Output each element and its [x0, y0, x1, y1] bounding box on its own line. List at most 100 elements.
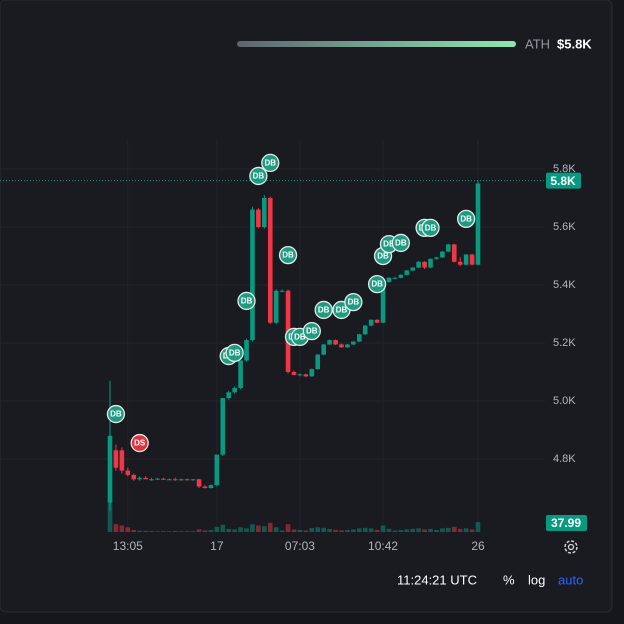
volume-bar: [155, 531, 160, 532]
trade-marker: [249, 166, 268, 186]
volume-bar: [232, 529, 237, 532]
ath-bar: [237, 41, 516, 47]
volume-bar: [475, 522, 481, 532]
volume-box: [546, 515, 587, 531]
volume-bar: [451, 526, 457, 532]
candle-body: [309, 369, 315, 377]
candle-body: [315, 354, 321, 370]
volume-bar: [428, 528, 433, 532]
log-toggle[interactable]: log: [528, 572, 545, 587]
trade-marker: [367, 274, 387, 294]
trade-marker-label: DB: [264, 159, 276, 168]
percent-toggle[interactable]: %: [503, 572, 515, 587]
y-tick-label: 5.4K: [553, 279, 576, 291]
settings-icon[interactable]: [564, 540, 578, 554]
trade-marker-label: DB: [229, 348, 241, 357]
volume-bar: [327, 528, 332, 532]
candle-body: [232, 387, 237, 393]
last-price-label: 5.8K: [550, 174, 576, 188]
candle-body: [279, 290, 285, 292]
ath-label: ATH: [525, 36, 550, 51]
time: 11:24:21 UTC: [397, 572, 477, 587]
volume-bar: [119, 525, 125, 532]
volume-bar: [386, 528, 392, 532]
candle-body: [345, 344, 350, 348]
volume-bar: [422, 529, 427, 532]
trade-marker-label: DB: [383, 240, 395, 249]
candle-body: [238, 360, 243, 388]
trade-marker: [421, 218, 440, 238]
volume-bar: [208, 529, 214, 532]
candle-body: [434, 257, 439, 259]
candle-body: [416, 261, 421, 268]
volume-bar: [392, 530, 398, 532]
candle-body: [214, 454, 220, 486]
candle-body: [131, 474, 137, 480]
candle-body: [184, 479, 190, 481]
candle-body: [190, 479, 196, 481]
volume-bar: [297, 529, 303, 532]
candle-body: [475, 183, 481, 265]
candle-body: [451, 244, 457, 262]
volume-bar: [131, 529, 137, 532]
candle-body: [155, 478, 160, 480]
volume-bar: [220, 524, 226, 532]
candle-body: [351, 341, 356, 345]
candle-body: [362, 325, 368, 335]
candle-body: [208, 485, 214, 488]
candle-body: [457, 261, 463, 265]
volume-bar: [256, 525, 261, 532]
candle-body: [339, 344, 344, 348]
trade-marker: [456, 209, 476, 229]
ath-value: $5.8K: [557, 36, 592, 51]
trade-marker: [278, 245, 298, 265]
candle-body: [386, 277, 392, 283]
y-tick-label: 5.6K: [553, 221, 576, 233]
candle-body: [256, 209, 261, 227]
y-tick-label: 5.8K: [553, 163, 576, 175]
candle-body: [440, 251, 445, 258]
candle-body: [333, 340, 338, 345]
markers: DBDSDBDBDBDBDBDBDBDBDBDBDBDBDBDBDBDBDBDB…: [106, 153, 476, 453]
volume-bar: [244, 528, 249, 532]
candle-body: [404, 270, 410, 275]
volume-bar: [184, 531, 190, 532]
volume-bar: [113, 524, 119, 532]
volume-bar: [137, 530, 142, 532]
volume-bar: [279, 530, 285, 532]
volume-bar: [202, 530, 208, 532]
volume: [107, 500, 481, 532]
axes: 4.8K 5.0K 5.2K 5.4K 5.6K 5.8K 13:05 17 07:03 10:4…: [0, 163, 587, 553]
candle-body: [374, 319, 380, 323]
candle-body: [410, 267, 416, 271]
candle-body: [297, 374, 303, 376]
trade-marker: [344, 292, 363, 312]
candle-body: [392, 277, 398, 279]
volume-bar: [238, 527, 243, 532]
volume-bar: [345, 529, 350, 532]
candle-body: [119, 450, 125, 471]
candle-body: [178, 479, 184, 481]
trade-marker: [106, 404, 126, 424]
candle-body: [273, 290, 279, 323]
trade-marker-label: DB: [377, 252, 389, 261]
auto-toggle[interactable]: auto: [558, 572, 583, 587]
candle-body: [422, 261, 427, 268]
candle-body: [463, 254, 469, 265]
trade-marker: [314, 300, 333, 320]
trade-marker-label: DB: [241, 297, 253, 306]
volume-bar: [303, 530, 309, 532]
trade-marker: [130, 433, 149, 453]
volume-bar: [107, 500, 113, 532]
x-tick-label: 10:42: [368, 539, 398, 553]
trade-marker-label: DB: [336, 306, 348, 315]
volume-bar: [469, 529, 475, 532]
volume-bar: [125, 527, 131, 532]
volume-bar: [333, 529, 338, 532]
volume-bar: [178, 531, 184, 532]
candle-body: [368, 319, 374, 326]
candle-body: [250, 209, 255, 341]
volume-bar: [446, 527, 451, 532]
trade-marker-label: DB: [425, 223, 437, 232]
